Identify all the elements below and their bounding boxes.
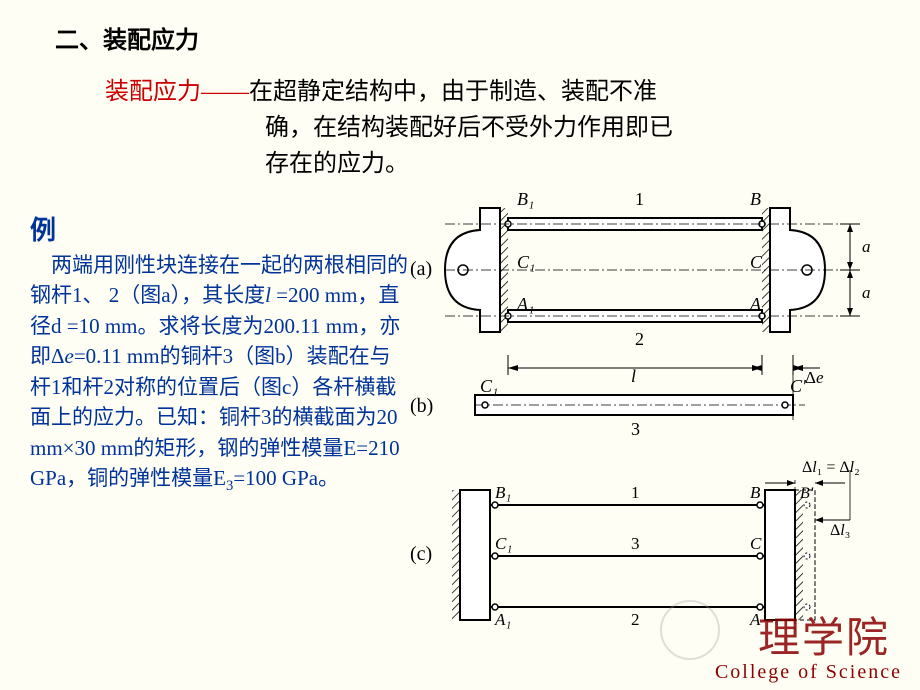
- label-3-c: 3: [631, 534, 640, 553]
- label-2-a: 2: [635, 329, 644, 349]
- label-1-c: 1: [631, 483, 640, 502]
- label-C1-a: C₁: [517, 252, 535, 272]
- label-de: Δe: [805, 368, 824, 387]
- label-c: (c): [410, 543, 432, 565]
- university-logo: [660, 600, 720, 660]
- label-A-a: A: [749, 294, 762, 314]
- label-Bp-c: B': [800, 485, 814, 502]
- definition-block: 装配应力——在超静定结构中，由于制造、装配不准 确，在结构装配好后不受外力作用即…: [105, 74, 875, 182]
- label-dl3: Δl₃: [830, 522, 850, 539]
- label-B1-c: B₁: [495, 483, 511, 502]
- college-text: College of Science: [715, 661, 902, 684]
- definition-line1: 在超静定结构中，由于制造、装配不准: [249, 79, 657, 105]
- label-3-b: 3: [631, 419, 640, 439]
- label-B-a: B: [750, 190, 761, 209]
- label-B1-a: B₁: [517, 190, 534, 209]
- definition-line3: 存在的应力。: [265, 146, 875, 182]
- section-title: 二、装配应力: [55, 20, 199, 55]
- diagram-area: (a) B₁ 1 B C₁ C A₁ 2 A: [395, 190, 915, 660]
- label-C-a: C: [750, 252, 763, 272]
- label-a: (a): [410, 258, 432, 280]
- label-A1-a: A₁: [516, 294, 534, 314]
- label-C1-c: C₁: [495, 534, 512, 553]
- definition-line2: 确，在结构装配好后不受外力作用即已: [265, 110, 875, 146]
- label-C-c: C: [750, 534, 762, 553]
- label-1-a: 1: [635, 190, 644, 209]
- figure-a: (a) B₁ 1 B C₁ C A₁ 2 A: [410, 190, 871, 387]
- term-red: 装配应力——: [105, 79, 249, 105]
- label-dl12: Δl₁ = Δl₂: [802, 459, 860, 476]
- label-2-c: 2: [631, 610, 640, 629]
- problem-text: 两端用刚性块连接在一起的两根相同的钢杆1、 2（图a），其长度l =200 mm…: [30, 250, 410, 498]
- label-Cp-b: C': [790, 376, 807, 396]
- label-l: l: [631, 366, 636, 386]
- label-a-dim2: a: [862, 283, 871, 302]
- calligraphy-text: 理学院: [758, 604, 890, 665]
- label-b: (b): [410, 395, 433, 417]
- label-A1-c: A₁: [494, 610, 511, 629]
- label-C1-b: C₁: [480, 376, 498, 396]
- example-label: 例: [30, 210, 56, 247]
- label-B-c: B: [750, 483, 761, 502]
- engineering-diagram: (a) B₁ 1 B C₁ C A₁ 2 A: [395, 190, 915, 660]
- label-a-dim1: a: [862, 237, 871, 256]
